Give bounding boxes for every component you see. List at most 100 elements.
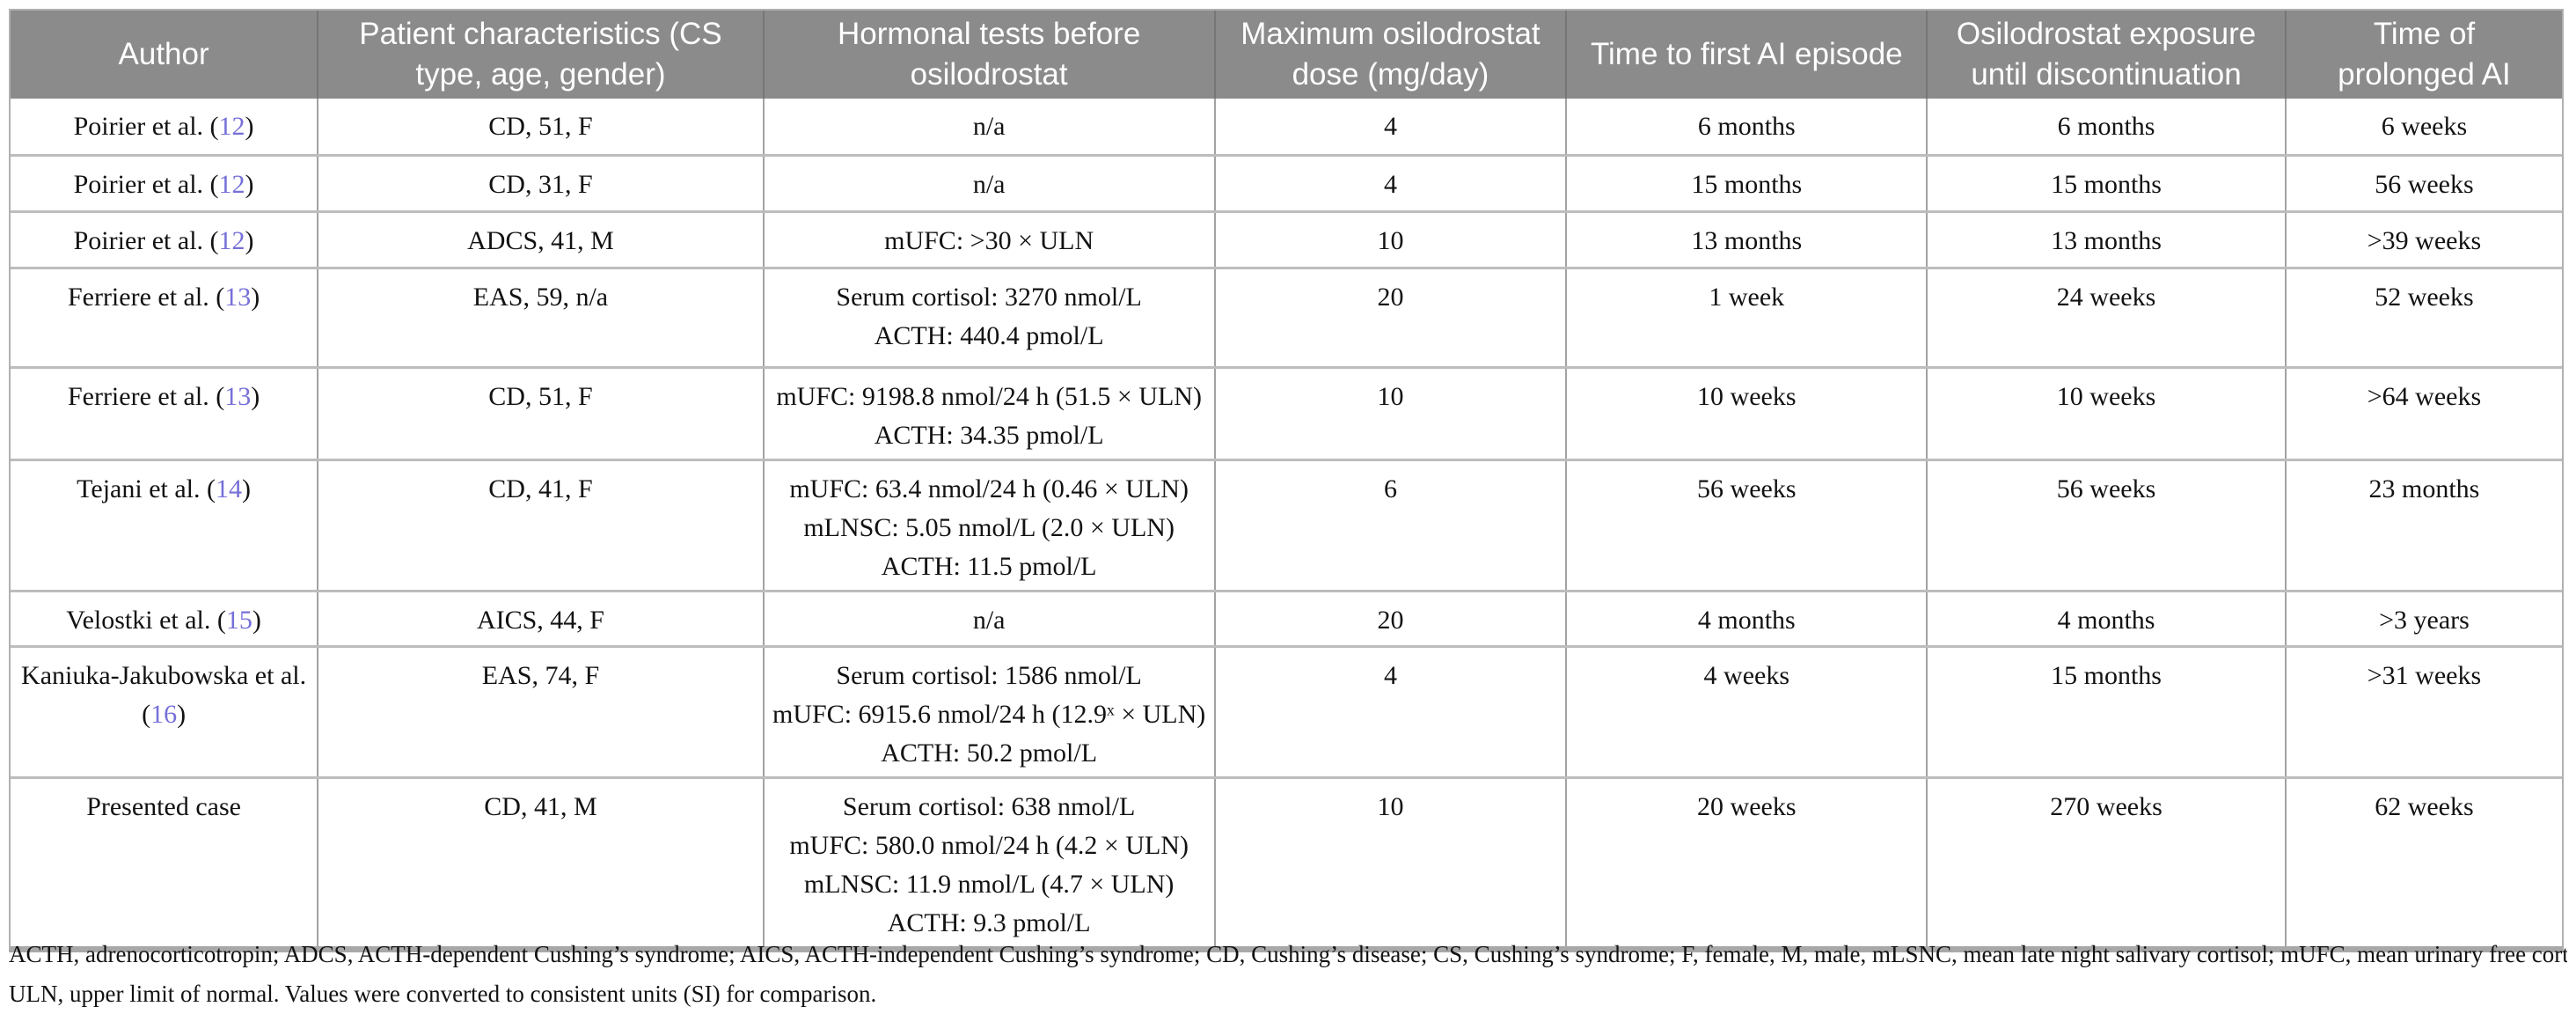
- time-first-ai-cell: 15 months: [1566, 153, 1928, 211]
- hormonal-cell: mUFC: 9198.8 nmol/24 h (51.5 × ULN) ACTH:…: [763, 365, 1216, 459]
- hormonal-cell: n/a: [763, 99, 1216, 155]
- author-text: ): [245, 169, 254, 199]
- table-row: Tejani et al. (14) CD, 41, F mUFC: 63.4 …: [11, 458, 2562, 591]
- hormonal-line: ACTH: 50.2 pmol/L: [881, 738, 1098, 768]
- dose-cell: 6: [1214, 458, 1568, 591]
- header-line: Patient characteristics (CS: [359, 17, 722, 51]
- author-text: Ferriere et al. (: [67, 282, 225, 312]
- column-header-exposure: Osilodrostat exposure until discontinuati…: [1927, 11, 2287, 99]
- author-text: Poirier et al. (: [73, 169, 219, 199]
- reference-link[interactable]: 16: [150, 699, 178, 729]
- column-header-time-first-ai: Time to first AI episode: [1566, 11, 1928, 99]
- exposure-cell: 15 months: [1927, 153, 2287, 211]
- hormonal-line: Serum cortisol: 3270 nmol/L: [836, 282, 1142, 312]
- hormonal-cell: Serum cortisol: 3270 nmol/L ACTH: 440.4 p…: [763, 266, 1216, 367]
- exposure-cell: 15 months: [1927, 644, 2287, 777]
- reference-link[interactable]: 12: [218, 169, 245, 199]
- table-row: Ferriere et al. (13) CD, 51, F mUFC: 919…: [11, 365, 2562, 459]
- reference-link[interactable]: 15: [225, 605, 252, 635]
- author-text: ): [251, 381, 260, 411]
- exposure-cell: 270 weeks: [1927, 775, 2287, 946]
- patient-cell: AICS, 44, F: [318, 589, 765, 646]
- header-line: Hormonal tests before: [837, 17, 1141, 51]
- hormonal-line: ACTH: 440.4 pmol/L: [874, 320, 1104, 350]
- dose-cell: 4: [1214, 99, 1568, 155]
- author-text: Velostki et al. (: [66, 605, 226, 635]
- author-cell: Tejani et al. (14): [11, 458, 319, 591]
- prolonged-ai-cell: 23 months: [2285, 458, 2562, 591]
- hormonal-cell: n/a: [763, 153, 1216, 211]
- exposure-cell: 56 weeks: [1927, 458, 2287, 591]
- exposure-cell: 13 months: [1927, 209, 2287, 268]
- prolonged-ai-cell: >3 years: [2285, 589, 2562, 646]
- hormonal-cell: n/a: [763, 589, 1216, 646]
- patient-cell: EAS, 74, F: [318, 644, 765, 777]
- patient-cell: CD, 41, M: [318, 775, 765, 946]
- author-text: Poirier et al. (: [73, 112, 219, 141]
- reference-link[interactable]: 12: [218, 112, 245, 141]
- author-cell: Poirier et al. (12): [11, 209, 319, 268]
- prolonged-ai-cell: >31 weeks: [2285, 644, 2562, 777]
- author-cell: Presented case: [11, 775, 319, 946]
- exposure-cell: 4 months: [1927, 589, 2287, 646]
- hormonal-line: ACTH: 34.35 pmol/L: [874, 420, 1104, 450]
- hormonal-line: Serum cortisol: 638 nmol/L: [842, 791, 1136, 821]
- time-first-ai-cell: 6 months: [1566, 99, 1928, 155]
- author-text: ): [241, 474, 251, 503]
- prolonged-ai-cell: 6 weeks: [2381, 112, 2468, 141]
- patient-cell: EAS, 59, n/a: [318, 266, 765, 367]
- hormonal-line: mUFC: 63.4 nmol/24 h (0.46 × ULN): [789, 474, 1189, 503]
- dose-cell: 10: [1214, 365, 1568, 459]
- footnote-line: ACTH, adrenocorticotropin; ADCS, ACTH-de…: [9, 941, 2567, 967]
- column-header-author: Author: [11, 11, 319, 99]
- column-header-hormonal-tests: Hormonal tests before osilodrostat: [763, 11, 1216, 99]
- column-header-patient-characteristics: Patient characteristics (CS type, age, ge…: [318, 11, 765, 99]
- author-text: Kaniuka-Jakubowska et al. (: [21, 660, 307, 729]
- dose-cell: 10: [1214, 209, 1568, 268]
- hormonal-line: n/a: [972, 112, 1006, 141]
- hormonal-line: mLNSC: 11.9 nmol/L (4.7 × ULN): [803, 869, 1175, 899]
- dose-cell: 20: [1214, 266, 1568, 367]
- table-row: Poirier et al. (12) CD, 31, F n/a 4 15 m…: [11, 153, 2562, 211]
- header-line: dose (mg/day): [1292, 57, 1489, 92]
- author-text: Tejani et al. (: [77, 474, 216, 503]
- hormonal-line: n/a: [972, 169, 1006, 199]
- header-line: Author: [118, 37, 209, 71]
- table-row: Poirier et al. (12) CD, 51, F n/a 4 6 mo…: [11, 99, 2562, 155]
- reference-link[interactable]: 14: [215, 474, 242, 503]
- exposure-cell: 10 weeks: [1927, 365, 2287, 459]
- footnote-line: ULN, upper limit of normal. Values were …: [9, 981, 877, 1007]
- reference-link[interactable]: 13: [224, 282, 252, 312]
- table-row: Kaniuka-Jakubowska et al. (16) EAS, 74, …: [11, 644, 2562, 777]
- author-cell: Poirier et al. (12): [11, 153, 319, 211]
- patient-cell: CD, 31, F: [318, 153, 765, 211]
- column-header-prolonged-ai: Time of prolonged AI: [2285, 11, 2562, 99]
- hormonal-line: mUFC: >30 × ULN: [884, 225, 1094, 255]
- time-first-ai-cell: 1 week: [1566, 266, 1928, 367]
- table-row: Presented case CD, 41, M Serum cortisol:…: [11, 775, 2562, 946]
- hormonal-cell: Serum cortisol: 1586 nmol/L mUFC: 6915.6 …: [763, 644, 1216, 777]
- author-text: ): [251, 282, 260, 312]
- header-line: Time of: [2373, 17, 2476, 51]
- hormonal-line: n/a: [972, 605, 1006, 635]
- hormonal-cell: mUFC: 63.4 nmol/24 h (0.46 × ULN) mLNSC: …: [763, 458, 1216, 591]
- prolonged-ai-cell: 56 weeks: [2285, 153, 2562, 211]
- author-text: Presented case: [86, 791, 241, 821]
- hormonal-line: mUFC: 6915.6 nmol/24 h (12.9ˣ × ULN): [772, 699, 1206, 729]
- reference-link[interactable]: 13: [224, 381, 252, 411]
- author-cell: Velostki et al. (15): [11, 589, 319, 646]
- case-series-table: Author Patient characteristics (CS type, …: [9, 9, 2564, 952]
- author-cell: Kaniuka-Jakubowska et al. (16): [11, 644, 319, 777]
- time-first-ai-cell: 10 weeks: [1566, 365, 1928, 459]
- prolonged-ai-cell: >64 weeks: [2285, 365, 2562, 459]
- time-first-ai-cell: 56 weeks: [1566, 458, 1928, 591]
- table-row: Velostki et al. (15) AICS, 44, F n/a 20 …: [11, 589, 2562, 646]
- author-text: Poirier et al. (: [73, 225, 219, 255]
- hormonal-line: ACTH: 9.3 pmol/L: [887, 907, 1091, 937]
- reference-link[interactable]: 12: [218, 225, 245, 255]
- header-line: osilodrostat: [910, 57, 1068, 92]
- hormonal-line: mUFC: 9198.8 nmol/24 h (51.5 × ULN): [776, 381, 1202, 411]
- dose-cell: 10: [1214, 775, 1568, 946]
- header-line: Osilodrostat exposure: [1956, 17, 2257, 51]
- hormonal-cell: mUFC: >30 × ULN: [763, 209, 1216, 268]
